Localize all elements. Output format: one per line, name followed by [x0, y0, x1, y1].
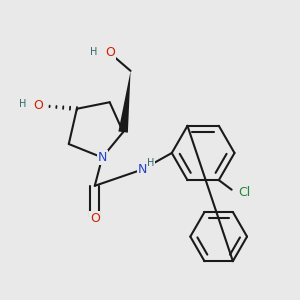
Text: O: O [33, 99, 43, 112]
Text: H: H [19, 99, 26, 109]
Text: O: O [106, 46, 116, 59]
Text: O: O [90, 212, 100, 225]
Text: Cl: Cl [238, 186, 250, 199]
Text: N: N [138, 163, 147, 176]
Text: H: H [147, 158, 155, 168]
Text: N: N [98, 151, 107, 164]
Text: H: H [91, 47, 98, 57]
Polygon shape [118, 71, 130, 133]
